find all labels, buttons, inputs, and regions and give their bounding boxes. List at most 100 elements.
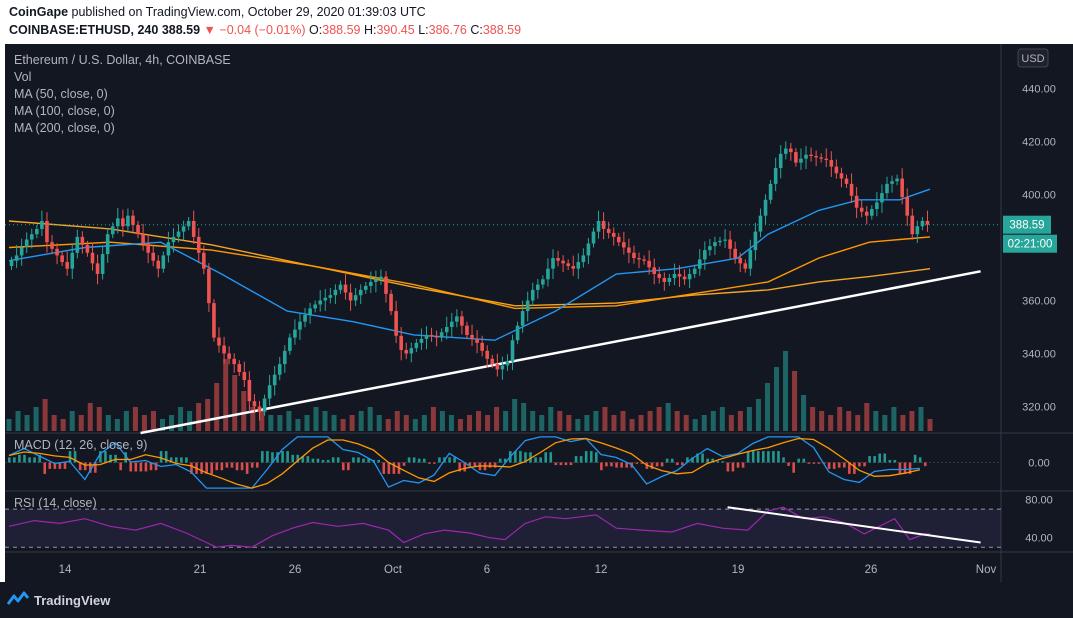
- candle-body: [191, 220, 196, 237]
- candle-body: [789, 148, 793, 153]
- candle-body: [50, 242, 54, 249]
- volume-bar: [873, 411, 879, 431]
- macd-histogram-bar: [701, 453, 704, 463]
- candle-body: [105, 234, 110, 255]
- tradingview-brand[interactable]: TradingView: [34, 593, 111, 608]
- candle-body: [915, 226, 920, 235]
- candle-body: [525, 300, 530, 312]
- volume-bar: [611, 415, 617, 431]
- price-chart[interactable]: 440.00420.00400.00380.00360.00340.00320.…: [5, 44, 1073, 582]
- macd-histogram-bar: [858, 462, 861, 467]
- candle-body: [85, 244, 90, 253]
- candle-body: [576, 262, 581, 269]
- macd-histogram-bar: [665, 458, 669, 463]
- candle-body: [854, 195, 859, 208]
- macd-histogram-bar: [306, 456, 310, 463]
- macd-histogram-bar: [109, 454, 112, 463]
- macd-histogram-bar: [230, 462, 234, 468]
- macd-histogram-bar: [341, 462, 345, 471]
- macd-tick-label: 0.00: [1028, 458, 1049, 470]
- macd-histogram-bar: [721, 461, 725, 463]
- candle-body: [905, 197, 910, 216]
- legend-entry: Vol: [14, 70, 31, 84]
- macd-histogram-bar: [291, 454, 294, 463]
- candle-body: [475, 338, 479, 343]
- candle-body: [647, 260, 651, 268]
- macd-histogram-bar: [255, 462, 259, 468]
- countdown-badge: [1003, 234, 1057, 253]
- macd-histogram-bar: [812, 462, 816, 464]
- macd-histogram-bar: [58, 462, 62, 469]
- volume-bar: [87, 403, 93, 431]
- candle-body: [363, 285, 368, 290]
- macd-histogram-bar: [296, 454, 300, 463]
- volume-bar: [42, 399, 48, 431]
- volume-bar: [394, 411, 400, 431]
- macd-histogram-bar: [215, 462, 219, 471]
- macd-histogram-bar: [635, 462, 639, 464]
- candle-body: [207, 268, 211, 304]
- macd-histogram-bar: [266, 451, 269, 463]
- macd-histogram-bar: [412, 457, 416, 463]
- chart-background: [5, 44, 1073, 582]
- candle-body: [75, 236, 80, 253]
- candle-body: [844, 178, 849, 184]
- candle-body: [505, 361, 510, 366]
- candle-body: [100, 254, 105, 274]
- macd-histogram-bar: [347, 462, 350, 471]
- candle-body: [424, 334, 429, 339]
- volume-bar: [719, 407, 725, 431]
- macd-histogram-bar: [407, 457, 411, 463]
- price-tick-label: 420.00: [1022, 136, 1056, 148]
- time-tick-label: 19: [732, 564, 745, 576]
- volume-bar: [783, 351, 789, 431]
- publication-line: CoinGape published on TradingView.com, O…: [9, 5, 426, 19]
- volume-bar: [638, 415, 644, 431]
- chart-area[interactable]: 440.00420.00400.00380.00360.00340.00320.…: [5, 44, 1073, 582]
- candle-body: [920, 220, 925, 227]
- macd-histogram-bar: [235, 462, 239, 471]
- macd-histogram-bar: [600, 462, 603, 471]
- candle-body: [95, 263, 100, 274]
- candle-body: [561, 260, 565, 264]
- candle-body: [753, 231, 758, 251]
- macd-histogram-bar: [134, 462, 138, 472]
- time-tick-label: Nov: [976, 564, 997, 576]
- volume-bar: [792, 371, 798, 431]
- candle-body: [824, 158, 829, 161]
- volume-bar: [918, 407, 924, 431]
- macd-histogram-bar: [625, 462, 628, 468]
- candle-body: [288, 337, 292, 351]
- macd-histogram-bar: [918, 457, 922, 463]
- candle-body: [713, 242, 717, 247]
- volume-bar: [774, 367, 779, 431]
- macd-histogram-bar: [837, 462, 841, 468]
- candle-body: [520, 311, 525, 326]
- time-tick-label: 21: [194, 564, 207, 576]
- candle-body: [9, 260, 14, 267]
- volume-bar: [439, 411, 445, 431]
- macd-histogram-bar: [741, 462, 745, 468]
- macd-histogram-bar: [503, 458, 507, 463]
- candle-body: [834, 166, 839, 174]
- close-value-2: 388.59: [482, 23, 522, 37]
- candle-body: [839, 173, 844, 179]
- candle-body: [338, 284, 343, 290]
- volume-bar: [331, 415, 337, 431]
- volume-bar: [322, 411, 328, 431]
- volume-bar: [412, 419, 418, 431]
- macd-histogram-bar: [772, 451, 775, 463]
- macd-histogram-bar: [38, 454, 41, 463]
- volume-bar: [566, 415, 572, 431]
- candle-body: [485, 350, 490, 359]
- macd-histogram-bar: [220, 462, 224, 471]
- candle-body: [70, 252, 75, 269]
- volume-bar: [593, 411, 599, 431]
- candle-body: [814, 156, 818, 158]
- volume-bar: [864, 403, 870, 431]
- candle-body: [252, 401, 257, 407]
- candle-body: [763, 199, 768, 216]
- candle-body: [556, 258, 560, 261]
- macd-histogram-bar: [433, 462, 436, 464]
- publisher-name[interactable]: CoinGape: [9, 5, 69, 19]
